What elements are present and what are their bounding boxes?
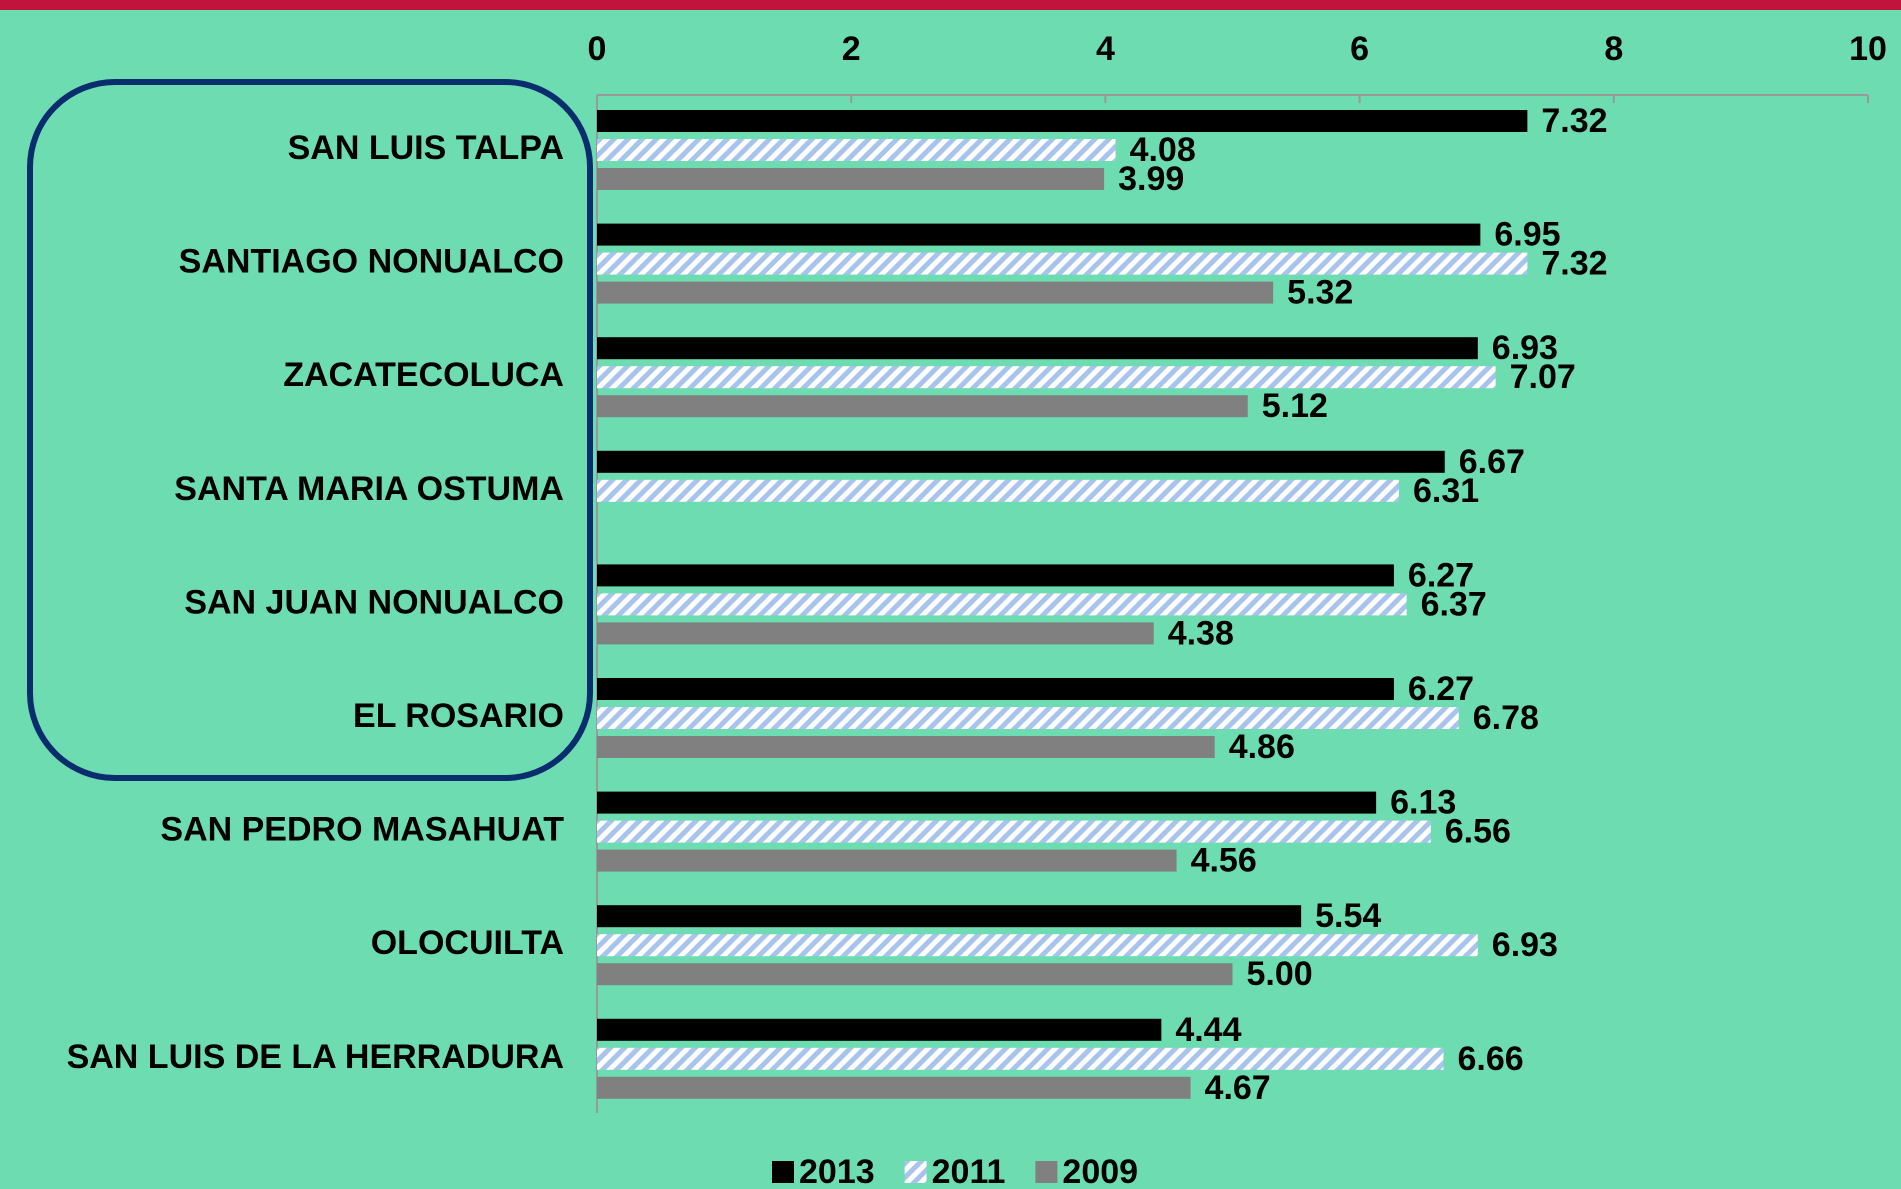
bar xyxy=(597,678,1394,700)
data-label: 4.86 xyxy=(1229,728,1295,766)
y-tick-label: OLOCUILTA xyxy=(371,924,564,962)
data-label: 6.37 xyxy=(1421,585,1487,623)
data-label: 6.95 xyxy=(1494,216,1560,254)
x-tick-label: 4 xyxy=(1096,30,1115,68)
bar xyxy=(597,366,1496,389)
data-label: 5.00 xyxy=(1247,955,1313,993)
y-tick-label: EL ROSARIO xyxy=(353,697,564,735)
bar xyxy=(597,963,1233,986)
data-label: 6.56 xyxy=(1445,813,1511,851)
x-tick-label: 0 xyxy=(588,30,607,68)
highlight-box xyxy=(27,79,593,781)
bar xyxy=(597,1076,1191,1099)
data-label: 5.32 xyxy=(1287,274,1353,312)
bar xyxy=(597,1018,1162,1041)
top-band xyxy=(0,0,1901,10)
y-tick-label: SAN LUIS TALPA xyxy=(288,129,564,167)
y-tick-label: ZACATECOLUCA xyxy=(283,356,564,394)
legend-swatch xyxy=(1035,1161,1058,1183)
bar xyxy=(597,820,1431,843)
y-tick-label: SAN PEDRO MASAHUAT xyxy=(160,811,564,849)
data-label: 6.67 xyxy=(1459,443,1525,481)
bar xyxy=(597,849,1177,872)
bar xyxy=(597,564,1394,587)
x-tick-label: 8 xyxy=(1604,30,1623,68)
bar xyxy=(597,110,1528,132)
data-label: 6.66 xyxy=(1457,1040,1523,1078)
data-label: 5.12 xyxy=(1262,387,1328,425)
bar xyxy=(597,622,1154,645)
bar xyxy=(597,905,1302,928)
x-tick-label: 2 xyxy=(842,30,861,68)
bar xyxy=(597,168,1105,190)
x-tick-label: 6 xyxy=(1350,30,1369,68)
data-label: 4.67 xyxy=(1205,1069,1271,1107)
legend-label: 2009 xyxy=(1062,1153,1138,1189)
data-label: 6.13 xyxy=(1390,784,1456,822)
legend-swatch xyxy=(904,1161,927,1183)
bar xyxy=(597,223,1481,246)
bar xyxy=(597,395,1248,418)
legend-label: 2011 xyxy=(932,1153,1006,1189)
data-label: 3.99 xyxy=(1118,160,1184,198)
data-label: 6.27 xyxy=(1408,556,1474,594)
data-label: 6.31 xyxy=(1413,472,1479,510)
y-tick-label: SANTIAGO NONUALCO xyxy=(179,243,564,281)
bar xyxy=(597,1047,1444,1070)
data-label: 4.44 xyxy=(1175,1011,1241,1049)
bar xyxy=(597,593,1407,616)
legend-swatch xyxy=(772,1161,794,1183)
data-label: 4.56 xyxy=(1191,842,1257,880)
data-label: 7.32 xyxy=(1541,245,1607,283)
data-label: 7.07 xyxy=(1510,358,1576,396)
bar xyxy=(597,736,1215,758)
bar xyxy=(597,450,1445,473)
data-label: 5.54 xyxy=(1315,897,1381,935)
data-label: 6.93 xyxy=(1492,926,1558,964)
y-tick-label: SAN LUIS DE LA HERRADURA xyxy=(67,1038,564,1076)
y-tick-label: SAN JUAN NONUALCO xyxy=(184,583,564,621)
bar xyxy=(597,139,1116,161)
bar xyxy=(597,934,1478,957)
legend-label: 2013 xyxy=(799,1153,875,1189)
data-label: 7.32 xyxy=(1541,102,1607,140)
bar xyxy=(597,791,1377,814)
y-tick-label: SANTA MARIA OSTUMA xyxy=(174,470,564,508)
bar xyxy=(597,479,1400,502)
data-label: 6.93 xyxy=(1492,329,1558,367)
bar xyxy=(597,337,1478,360)
bar xyxy=(597,281,1274,304)
data-label: 4.08 xyxy=(1130,131,1196,169)
data-label: 4.38 xyxy=(1168,614,1234,652)
bar xyxy=(597,252,1528,275)
data-label: 6.27 xyxy=(1408,670,1474,708)
data-label: 6.78 xyxy=(1473,699,1539,737)
x-tick-label: 10 xyxy=(1849,30,1887,68)
bar xyxy=(597,707,1459,729)
